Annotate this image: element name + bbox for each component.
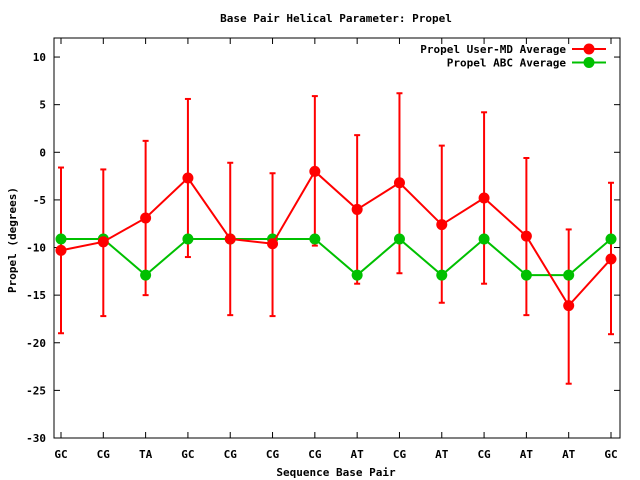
data-point (436, 269, 448, 281)
data-point (140, 269, 152, 281)
data-point (309, 233, 321, 245)
data-point (224, 233, 236, 245)
data-point (182, 233, 194, 245)
data-point (140, 212, 152, 224)
x-tick-label: CG (97, 448, 111, 461)
x-tick-label: AT (435, 448, 449, 461)
x-tick-label: GC (54, 448, 67, 461)
series-layer (55, 165, 617, 312)
data-point (605, 233, 617, 245)
series-line-1 (61, 237, 612, 277)
data-point (309, 165, 321, 177)
data-point (436, 219, 448, 231)
x-tick-label: CG (308, 448, 322, 461)
y-tick-label: 10 (33, 51, 46, 64)
x-tick-label: CG (266, 448, 280, 461)
data-point (478, 192, 490, 204)
data-point (267, 238, 279, 250)
data-point (520, 269, 532, 281)
legend-marker (583, 43, 595, 55)
legend-marker (583, 57, 595, 68)
data-point (520, 230, 532, 242)
data-point (351, 203, 363, 215)
x-tick-label: CG (224, 448, 238, 461)
data-point (393, 177, 405, 189)
series-line-0 (60, 169, 612, 308)
x-axis: GC CG TA GC CG CG CG AT CG AT CG AT AT GC (54, 38, 618, 461)
data-point (55, 233, 67, 245)
y-axis-title: Propel (degrees) (6, 187, 19, 293)
y-tick-label: -25 (26, 384, 46, 397)
data-point (393, 233, 405, 245)
chart-title: Base Pair Helical Parameter: Propel (220, 12, 452, 25)
legend-label: Propel User-MD Average (420, 43, 566, 56)
x-tick-label: GC (604, 448, 617, 461)
y-tick-label: -20 (26, 337, 46, 350)
y-tick-label: -15 (26, 289, 46, 302)
plot-frame (53, 37, 621, 439)
x-tick-label: CG (477, 448, 491, 461)
y-tick-label: 0 (39, 146, 46, 159)
data-point (97, 236, 109, 248)
data-point (563, 269, 575, 281)
data-point (605, 253, 617, 265)
x-axis-title: Sequence Base Pair (276, 466, 396, 479)
data-point (182, 172, 194, 184)
y-tick-label: -10 (26, 242, 46, 255)
data-point (351, 269, 363, 281)
x-tick-label: TA (139, 448, 153, 461)
x-tick-label: AT (351, 448, 365, 461)
x-tick-label: AT (562, 448, 576, 461)
data-point (478, 233, 490, 245)
data-point (55, 244, 67, 256)
data-point (563, 300, 575, 312)
x-tick-label: AT (520, 448, 534, 461)
x-tick-label: GC (181, 448, 194, 461)
y-tick-label: -5 (33, 194, 46, 207)
y-tick-label: 5 (39, 99, 46, 112)
y-tick-label: -30 (26, 432, 46, 445)
legend-label: Propel ABC Average (447, 57, 567, 70)
x-tick-label: CG (393, 448, 407, 461)
